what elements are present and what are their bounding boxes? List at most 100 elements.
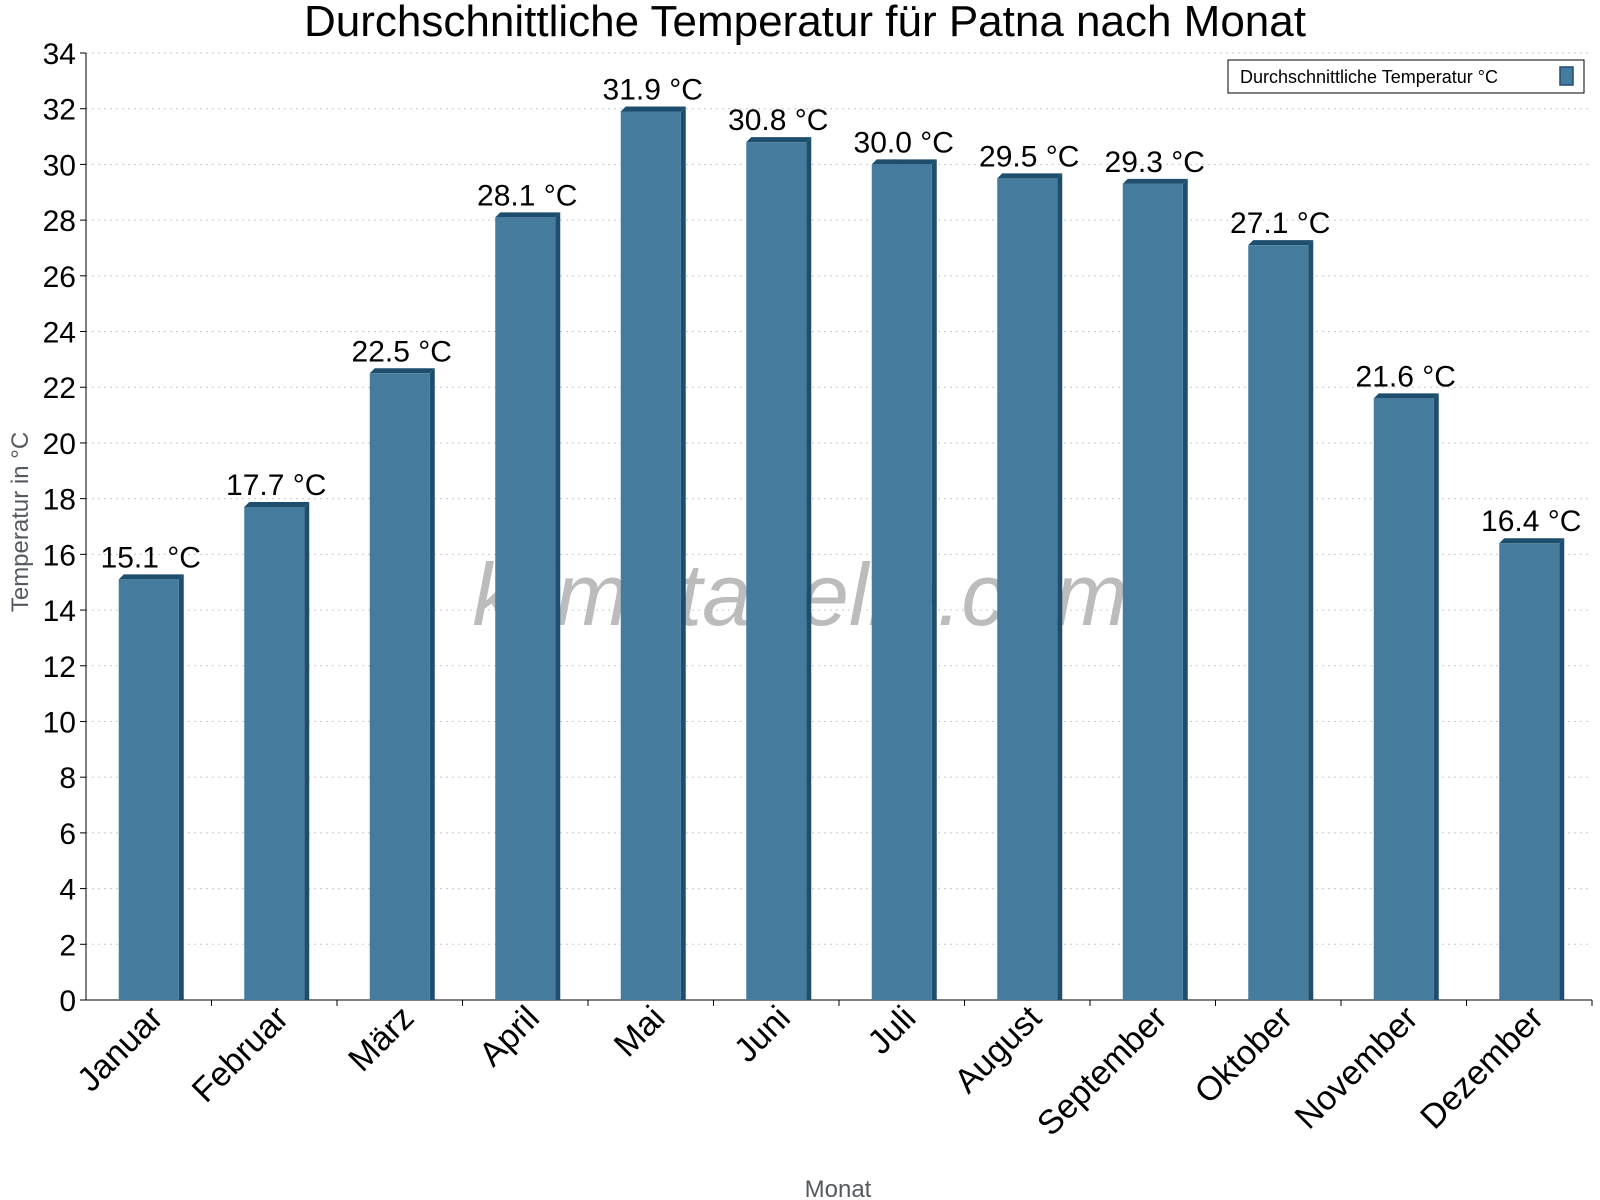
x-tick-label: Mai xyxy=(607,999,673,1065)
bar-side xyxy=(931,159,937,1001)
x-tick-label: November xyxy=(1288,999,1426,1137)
bar-value-label: 28.1 °C xyxy=(477,179,577,212)
y-tick-label: 24 xyxy=(43,317,76,350)
x-tick-label: September xyxy=(1030,999,1174,1143)
bar xyxy=(495,212,561,1001)
legend: Durchschnittliche Temperatur °C xyxy=(1227,59,1585,94)
bar-side xyxy=(304,502,310,1000)
bar-front xyxy=(1122,183,1183,1001)
bar-value-label: 17.7 °C xyxy=(226,469,326,502)
y-tick-label: 20 xyxy=(43,428,76,461)
bar-top xyxy=(118,574,184,580)
bar-value-label: 16.4 °C xyxy=(1481,505,1581,538)
x-tick-label: Januar xyxy=(70,999,170,1099)
x-axis-ticks: Januar Februar März April Mai Juni Juli AugustS… xyxy=(70,998,1551,1143)
y-tick-label: 26 xyxy=(43,261,76,294)
bar xyxy=(1248,240,1314,1000)
x-tick-label: Dezember xyxy=(1413,999,1551,1137)
y-tick-label: 4 xyxy=(59,874,76,907)
bar-value-label: 31.9 °C xyxy=(603,73,703,106)
bar xyxy=(997,173,1063,1000)
bar xyxy=(118,574,184,1000)
bar xyxy=(244,502,310,1000)
y-tick-label: 18 xyxy=(43,484,76,517)
bar-top xyxy=(369,368,435,374)
bar-side xyxy=(178,574,184,1000)
legend-swatch xyxy=(1559,66,1574,86)
bar-top xyxy=(244,502,310,508)
bar xyxy=(746,137,812,1001)
bar-top xyxy=(871,159,937,165)
y-tick-label: 34 xyxy=(43,38,76,71)
x-tick-label: Juni xyxy=(727,999,798,1070)
bar-front xyxy=(495,217,556,1001)
bar-value-label: 29.5 °C xyxy=(979,140,1079,173)
y-tick-label: 8 xyxy=(59,762,76,795)
x-tick-label: März xyxy=(341,999,421,1079)
bar-side xyxy=(1559,538,1565,1000)
x-axis-label: Monat xyxy=(805,1176,872,1200)
x-tick-label: Februar xyxy=(185,999,296,1110)
bar-value-label: 30.8 °C xyxy=(728,104,828,137)
bar-front xyxy=(1248,245,1309,1000)
x-tick-label: Juli xyxy=(860,999,923,1062)
bar-value-label: 15.1 °C xyxy=(101,541,201,574)
y-tick-label: 14 xyxy=(43,595,76,628)
bar-top xyxy=(495,212,561,218)
bar-side xyxy=(1057,173,1063,1000)
y-tick-label: 0 xyxy=(59,985,76,1018)
bar-front xyxy=(997,178,1058,1000)
bar-front xyxy=(871,164,932,1001)
bar-top xyxy=(1499,538,1565,544)
bar-side xyxy=(1308,240,1314,1000)
bar-top xyxy=(997,173,1063,179)
bar-top xyxy=(1373,393,1439,399)
bar xyxy=(620,106,686,1001)
y-tick-label: 16 xyxy=(43,539,76,572)
bar-top xyxy=(620,106,686,112)
bar-side xyxy=(429,368,435,1000)
bar xyxy=(369,368,435,1000)
y-tick-label: 6 xyxy=(59,818,76,851)
bar-front xyxy=(1499,543,1560,1000)
bar-front xyxy=(369,373,430,1000)
bar-side xyxy=(1433,393,1439,1000)
bar-front xyxy=(118,579,179,1000)
chart-title: Durchschnittliche Temperatur für Patna n… xyxy=(304,0,1306,46)
y-tick-label: 12 xyxy=(43,651,76,684)
bar-value-label: 29.3 °C xyxy=(1105,146,1205,179)
bar-value-label: 22.5 °C xyxy=(352,335,452,368)
y-tick-label: 32 xyxy=(43,94,76,127)
bars xyxy=(118,106,1565,1001)
y-tick-label: 22 xyxy=(43,372,76,405)
bar-front xyxy=(244,507,305,1000)
value-labels: 15.1 °C 17.7 °C 22.5 °C 28.1 °C 31.9 °C 30.8 … xyxy=(101,73,1582,574)
bar-side xyxy=(1182,178,1188,1001)
bar-front xyxy=(746,142,807,1001)
bar-value-label: 27.1 °C xyxy=(1230,207,1330,240)
bar xyxy=(1373,393,1439,1000)
bar-front xyxy=(1373,398,1434,1000)
x-tick-label: April xyxy=(472,999,547,1074)
bar-top xyxy=(1248,240,1314,246)
gridlines xyxy=(86,52,1592,945)
bar-value-label: 30.0 °C xyxy=(854,126,954,159)
bar-side xyxy=(555,212,561,1001)
bar-side xyxy=(806,137,812,1001)
bar xyxy=(1122,178,1188,1001)
bar-top xyxy=(746,137,812,143)
bar-top xyxy=(1122,178,1188,184)
bar xyxy=(1499,538,1565,1000)
bar-front xyxy=(620,111,681,1001)
y-tick-label: 10 xyxy=(43,706,76,739)
y-tick-label: 2 xyxy=(59,929,76,962)
bar-side xyxy=(680,106,686,1001)
bar-value-label: 21.6 °C xyxy=(1356,360,1456,393)
x-tick-label: August xyxy=(947,998,1049,1100)
axes xyxy=(85,53,1593,1006)
y-axis-label: Temperatur in °C xyxy=(7,432,34,612)
y-tick-label: 28 xyxy=(43,205,76,238)
y-tick-label: 30 xyxy=(43,149,76,182)
